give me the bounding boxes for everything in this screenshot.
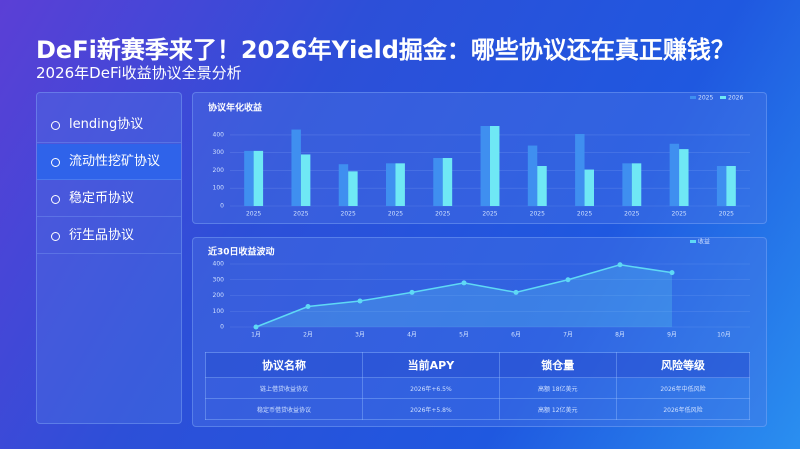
sidebar-item[interactable]: 稳定币协议 (37, 181, 181, 217)
column-header: 锁仓量 (498, 352, 617, 378)
bar (726, 166, 736, 206)
bar (395, 163, 405, 206)
x-tick-label: 7月 (563, 332, 573, 339)
legend-label: 收益 (698, 238, 710, 246)
x-tick-label: 2025 (624, 211, 639, 218)
bar (442, 158, 453, 206)
bar (480, 126, 490, 206)
y-tick-label: 200 (213, 292, 225, 299)
bar (631, 163, 642, 206)
bar (386, 163, 396, 206)
chart-title: 协议年化收益 (208, 102, 262, 114)
y-tick-label: 200 (213, 167, 225, 174)
x-tick-label: 2025 (435, 211, 450, 218)
y-tick-label: 100 (213, 185, 225, 192)
point (461, 280, 467, 286)
point (669, 270, 675, 276)
point (513, 289, 519, 295)
legend-label: 2025 (698, 95, 713, 102)
x-tick-label: 9月 (667, 332, 677, 339)
sidebar: lending协议 流动性挖矿协议 稳定币协议 衍生品协议 (36, 92, 182, 424)
x-tick-label: 2025 (671, 211, 686, 218)
table-cell: 2026年+5.8% (362, 398, 500, 420)
point (253, 324, 259, 330)
point (565, 277, 571, 283)
bar (679, 149, 689, 206)
bar (253, 150, 264, 206)
y-tick-label: 300 (213, 276, 225, 283)
chart-title: 近30日收益波动 (208, 246, 275, 258)
table-cell: 高额 18亿美元 (498, 377, 617, 399)
bar (244, 150, 254, 206)
point (409, 289, 415, 295)
x-tick-label: 8月 (615, 332, 625, 339)
sidebar-item[interactable]: 流动性挖矿协议 (37, 144, 181, 180)
table-cell: 高额 12亿美元 (498, 398, 617, 420)
column-header: 协议名称 (204, 352, 364, 378)
sidebar-item[interactable]: lending协议 (37, 107, 181, 143)
x-tick-label: 2025 (482, 211, 497, 218)
bar (291, 129, 301, 206)
table-cell: 链上借贷收益协议 (204, 377, 364, 399)
x-tick-label: 2025 (246, 211, 261, 218)
y-tick-label: 0 (220, 203, 224, 210)
table: 协议名称 当前APY 锁仓量 风险等级 链上借贷收益协议 2026年+6.5% 高额 18亿… (204, 352, 751, 420)
x-tick-label: 10月 (717, 332, 731, 339)
title: DeFi新赛季来了！2026年Yield掘金：哪些协议还在真正赚钱？ (36, 36, 735, 64)
subtitle: 2026年DeFi收益协议全景分析 (36, 64, 242, 82)
table-cell: 稳定币借贷收益协议 (204, 398, 364, 420)
y-tick-label: 0 (220, 324, 224, 331)
bar (575, 134, 585, 206)
bar (433, 158, 443, 206)
table-cell: 2026年中低风险 (615, 377, 751, 399)
bar (348, 171, 358, 206)
x-tick-label: 2025 (577, 211, 592, 218)
legend-swatch (690, 96, 696, 99)
column-header: 风险等级 (615, 352, 751, 378)
line-area (256, 264, 672, 327)
legend-swatch (720, 96, 726, 99)
x-tick-label: 2025 (293, 211, 308, 218)
bar (584, 169, 594, 206)
bar (338, 164, 349, 206)
x-tick-label: 2025 (719, 211, 734, 218)
bar (716, 166, 727, 206)
table-row: 链上借贷收益协议 2026年+6.5% 高额 18亿美元 2026年中低风险 (204, 377, 751, 399)
table-cell: 2026年+6.5% (362, 377, 500, 399)
x-tick-label: 2025 (388, 211, 403, 218)
x-tick-label: 6月 (511, 332, 521, 339)
x-tick-label: 3月 (355, 332, 365, 339)
y-tick-label: 400 (213, 131, 225, 138)
point (357, 298, 363, 304)
y-tick-label: 100 (213, 308, 225, 315)
bar (537, 166, 547, 206)
column-header: 当前APY (362, 352, 500, 378)
y-tick-label: 300 (213, 149, 225, 156)
point (617, 262, 623, 268)
table-header: 协议名称 当前APY 锁仓量 风险等级 (204, 352, 751, 378)
y-tick-label: 400 (213, 261, 225, 268)
x-tick-label: 2月 (303, 332, 313, 339)
bar (622, 163, 632, 206)
point (305, 304, 311, 310)
bar (527, 145, 538, 206)
bar (490, 126, 500, 206)
x-tick-label: 2025 (530, 211, 545, 218)
x-tick-label: 1月 (251, 332, 261, 339)
bar (300, 154, 311, 206)
sidebar-item[interactable]: 衍生品协议 (37, 218, 181, 254)
bar (669, 143, 680, 206)
x-tick-label: 2025 (341, 211, 356, 218)
table-cell: 2026年低风险 (615, 398, 751, 420)
table-row: 稳定币借贷收益协议 2026年+5.8% 高额 12亿美元 2026年低风险 (204, 398, 751, 420)
legend-label: 2026 (728, 95, 743, 102)
x-tick-label: 5月 (459, 332, 469, 339)
x-tick-label: 4月 (407, 332, 417, 339)
legend-swatch (690, 240, 696, 243)
